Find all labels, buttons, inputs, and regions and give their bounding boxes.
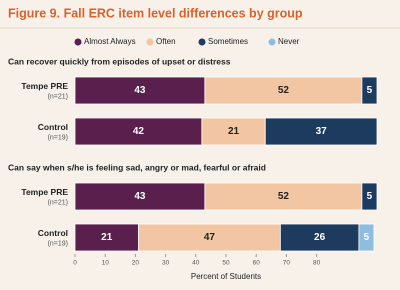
- category-label: Control: [38, 122, 68, 132]
- x-tick-label: 80: [313, 260, 321, 267]
- value-label: 52: [278, 191, 290, 202]
- value-label: 21: [101, 232, 113, 243]
- value-label: 47: [204, 232, 216, 243]
- category-label: Tempe PRE: [21, 81, 68, 91]
- value-label: 5: [367, 85, 373, 96]
- value-label: 26: [314, 232, 326, 243]
- value-label: 43: [134, 85, 146, 96]
- value-label: 42: [133, 126, 145, 137]
- bar-segment: [358, 223, 375, 252]
- bar-segment: [74, 117, 203, 146]
- legend-label: Sometimes: [208, 37, 248, 46]
- legend-swatch: [198, 38, 206, 46]
- x-tick-label: 30: [162, 260, 170, 267]
- value-label: 43: [134, 191, 146, 202]
- value-label: 37: [316, 126, 328, 137]
- x-tick-label: 40: [192, 260, 200, 267]
- value-label: 52: [278, 85, 290, 96]
- legend-swatch: [146, 38, 154, 46]
- x-tick-label: 10: [102, 260, 110, 267]
- x-tick-label: 70: [283, 260, 291, 267]
- x-axis-label: Percent of Students: [191, 272, 261, 281]
- category-label: Control: [38, 228, 68, 238]
- category-note: (n=21): [48, 93, 68, 100]
- bar-segment: [74, 182, 206, 211]
- bar-segment: [361, 76, 378, 105]
- legend-swatch: [74, 38, 82, 46]
- value-label: 5: [367, 191, 373, 202]
- bar-segment: [361, 182, 378, 211]
- bar-segment: [138, 223, 281, 252]
- legend-label: Often: [156, 37, 176, 46]
- panel-title: Can recover quickly from episodes of ups…: [8, 56, 231, 66]
- chart-title: Figure 9. Fall ERC item level difference…: [8, 6, 303, 20]
- bar-segment: [201, 117, 266, 146]
- value-label: 5: [364, 232, 370, 243]
- legend-swatch: [268, 38, 276, 46]
- bar-segment: [264, 117, 378, 146]
- x-tick-label: 60: [253, 260, 261, 267]
- x-tick-label: 20: [132, 260, 140, 267]
- value-label: 21: [228, 126, 240, 137]
- category-label: Tempe PRE: [21, 187, 68, 197]
- x-tick-label: 50: [222, 260, 230, 267]
- category-note: (n=19): [48, 240, 68, 247]
- bar-segment: [204, 76, 363, 105]
- legend-label: Almost Always: [84, 37, 136, 46]
- legend-label: Never: [278, 37, 300, 46]
- x-tick-label: 0: [73, 260, 77, 267]
- panel-title: Can say when s/he is feeling sad, angry …: [8, 162, 266, 172]
- category-note: (n=21): [48, 199, 68, 206]
- category-note: (n=19): [48, 134, 68, 141]
